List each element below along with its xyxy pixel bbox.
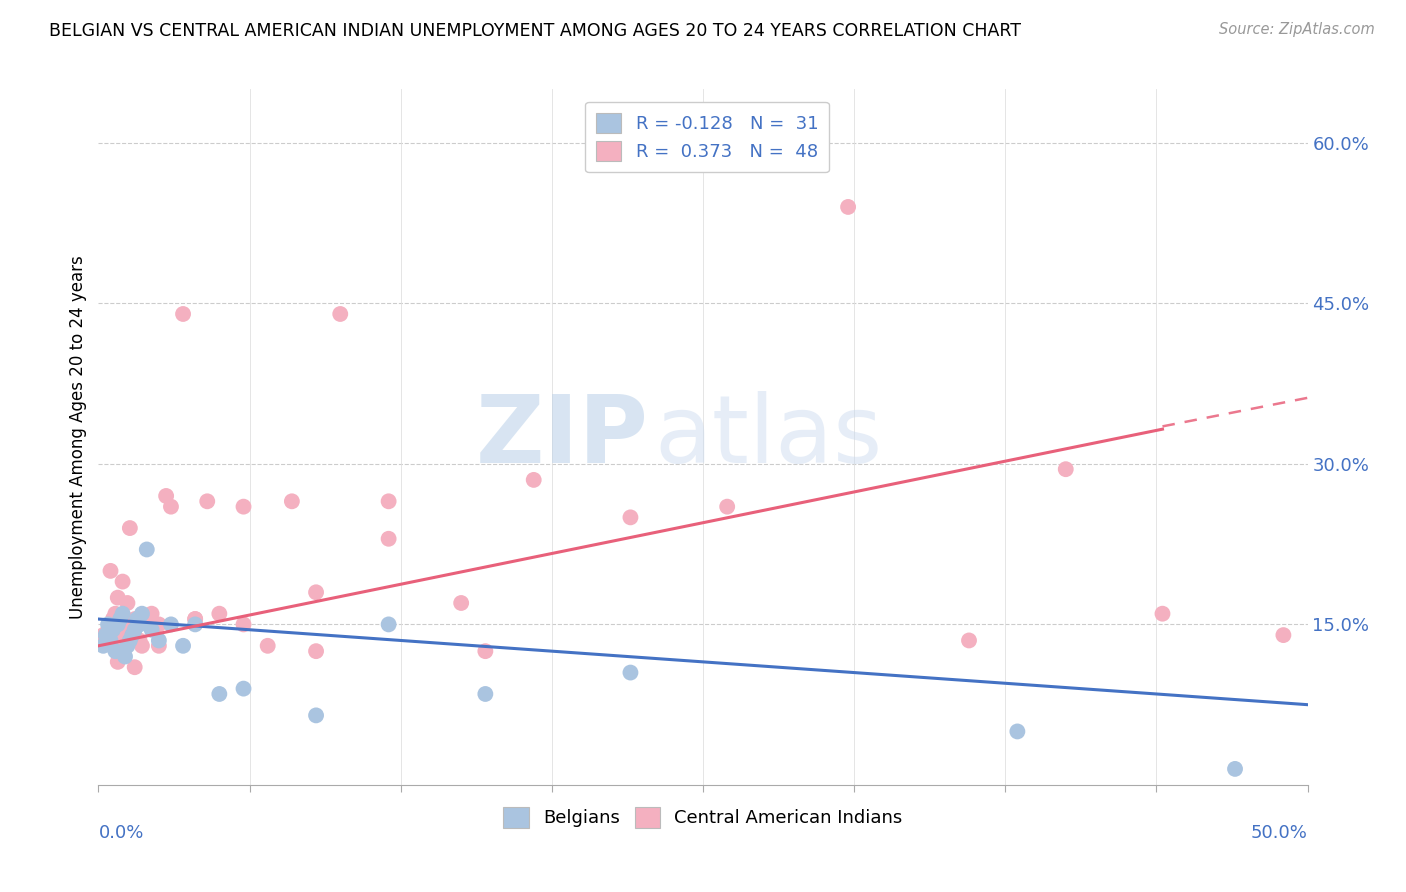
Point bbox=[256, 639, 278, 653]
Point bbox=[184, 612, 207, 626]
Point bbox=[131, 607, 153, 621]
Point bbox=[121, 628, 143, 642]
Point bbox=[124, 612, 146, 626]
Point bbox=[474, 687, 496, 701]
Point bbox=[117, 596, 139, 610]
Point bbox=[148, 617, 170, 632]
Point bbox=[148, 639, 170, 653]
Point bbox=[305, 644, 328, 658]
Point bbox=[232, 681, 254, 696]
Point bbox=[111, 607, 134, 621]
Point bbox=[127, 612, 149, 626]
Point bbox=[148, 633, 170, 648]
Point bbox=[1007, 724, 1029, 739]
Point bbox=[155, 489, 177, 503]
Point bbox=[104, 607, 127, 621]
Legend: Belgians, Central American Indians: Belgians, Central American Indians bbox=[492, 796, 914, 838]
Point bbox=[474, 644, 496, 658]
Text: Source: ZipAtlas.com: Source: ZipAtlas.com bbox=[1219, 22, 1375, 37]
Point bbox=[957, 633, 980, 648]
Y-axis label: Unemployment Among Ages 20 to 24 years: Unemployment Among Ages 20 to 24 years bbox=[69, 255, 87, 619]
Point bbox=[619, 510, 641, 524]
Point bbox=[305, 708, 328, 723]
Point bbox=[160, 617, 183, 632]
Point bbox=[141, 607, 163, 621]
Point bbox=[184, 612, 207, 626]
Point bbox=[91, 639, 114, 653]
Point bbox=[128, 617, 150, 632]
Point bbox=[127, 617, 149, 632]
Point bbox=[91, 628, 114, 642]
Point bbox=[101, 623, 124, 637]
Point bbox=[523, 473, 546, 487]
Point bbox=[195, 494, 218, 508]
Point bbox=[100, 633, 122, 648]
Point bbox=[141, 623, 163, 637]
Point bbox=[135, 542, 157, 557]
Point bbox=[104, 644, 127, 658]
Point bbox=[121, 623, 143, 637]
Point bbox=[114, 623, 136, 637]
Point bbox=[172, 307, 194, 321]
Point bbox=[619, 665, 641, 680]
Point bbox=[101, 612, 124, 626]
Point bbox=[837, 200, 859, 214]
Point bbox=[281, 494, 304, 508]
Point bbox=[107, 591, 129, 605]
Point bbox=[1152, 607, 1174, 621]
Point bbox=[97, 623, 120, 637]
Point bbox=[160, 500, 183, 514]
Point bbox=[232, 500, 254, 514]
Point bbox=[94, 628, 117, 642]
Point bbox=[124, 623, 146, 637]
Text: ZIP: ZIP bbox=[475, 391, 648, 483]
Point bbox=[131, 639, 153, 653]
Point bbox=[114, 649, 136, 664]
Point bbox=[716, 500, 738, 514]
Point bbox=[377, 532, 399, 546]
Point bbox=[1054, 462, 1077, 476]
Point bbox=[118, 521, 141, 535]
Point bbox=[111, 574, 134, 589]
Text: atlas: atlas bbox=[655, 391, 883, 483]
Point bbox=[100, 564, 122, 578]
Point bbox=[118, 633, 141, 648]
Text: BELGIAN VS CENTRAL AMERICAN INDIAN UNEMPLOYMENT AMONG AGES 20 TO 24 YEARS CORREL: BELGIAN VS CENTRAL AMERICAN INDIAN UNEMP… bbox=[49, 22, 1021, 40]
Point bbox=[377, 494, 399, 508]
Point bbox=[108, 612, 131, 626]
Point bbox=[172, 639, 194, 653]
Point bbox=[1223, 762, 1246, 776]
Point bbox=[377, 617, 399, 632]
Point bbox=[305, 585, 328, 599]
Point bbox=[124, 660, 146, 674]
Point bbox=[107, 617, 129, 632]
Point bbox=[184, 617, 207, 632]
Point bbox=[128, 633, 150, 648]
Point bbox=[117, 639, 139, 653]
Point bbox=[329, 307, 352, 321]
Point bbox=[450, 596, 472, 610]
Point bbox=[232, 617, 254, 632]
Point bbox=[107, 655, 129, 669]
Point bbox=[208, 607, 231, 621]
Text: 0.0%: 0.0% bbox=[98, 824, 143, 842]
Point bbox=[97, 617, 120, 632]
Point bbox=[135, 612, 157, 626]
Text: 50.0%: 50.0% bbox=[1251, 824, 1308, 842]
Point bbox=[208, 687, 231, 701]
Point bbox=[108, 633, 131, 648]
Point bbox=[1272, 628, 1295, 642]
